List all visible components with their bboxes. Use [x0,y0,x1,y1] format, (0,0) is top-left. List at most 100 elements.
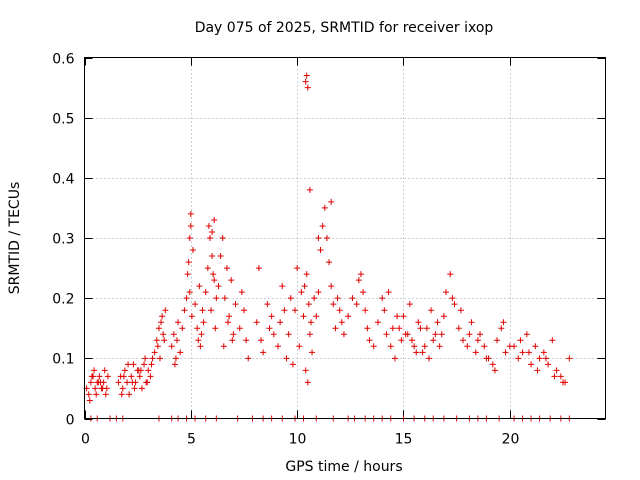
data-point [349,295,356,302]
data-point [155,325,162,332]
data-point [130,361,137,368]
data-point [283,355,290,362]
data-point [187,210,194,217]
data-point [199,307,206,314]
data-point [387,343,394,350]
plot-frame [84,57,606,419]
data-point [258,337,265,344]
data-point [172,355,179,362]
data-point [208,307,215,314]
data-point [447,271,454,278]
data-point [362,307,369,314]
data-point [194,325,201,332]
data-point [183,295,190,302]
data-point [212,325,219,332]
data-point [255,265,262,272]
data-point [394,313,401,320]
data-point [402,331,409,338]
data-point [353,301,360,308]
data-point [406,301,413,308]
data-point [277,319,284,326]
data-point [364,325,371,332]
data-point [205,222,212,229]
data-point [398,337,405,344]
y-tick-label: 0.4 [52,172,74,188]
x-tick-label: 15 [395,432,413,448]
data-point [125,361,132,368]
data-point [198,331,205,338]
data-point [147,373,154,380]
data-point [195,337,202,344]
data-point [523,331,530,338]
data-points [83,72,573,422]
y-tick-label: 0.6 [52,52,74,68]
data-point [542,355,549,362]
data-point [500,319,507,326]
data-point [289,361,296,368]
data-point [192,301,199,308]
data-point [304,84,311,91]
data-point [468,319,475,326]
data-point [374,319,381,326]
y-tick-label: 0.1 [52,352,74,368]
data-point [408,337,415,344]
data-point [519,349,526,356]
data-point [221,295,228,302]
data-point [304,379,311,386]
data-point [187,222,194,229]
data-point [188,313,195,320]
data-point [243,337,250,344]
data-point [464,343,471,350]
x-axis-label: GPS time / hours [285,459,402,475]
data-point [438,331,445,338]
data-point [436,343,443,350]
data-point [423,325,430,332]
data-point [306,331,313,338]
data-point [186,289,193,296]
data-point [185,259,192,266]
data-point [319,222,326,229]
data-point [411,343,418,350]
data-point [217,253,224,260]
data-point [536,355,543,362]
data-point [153,337,160,344]
data-point [142,355,149,362]
data-point [197,343,204,350]
chart-title: Day 075 of 2025, SRMTID for receiver ixo… [195,20,494,36]
data-point [270,331,277,338]
data-point [220,343,227,350]
data-point [97,379,104,386]
data-point [119,385,126,392]
data-point [466,331,473,338]
data-point [307,319,314,326]
data-point [87,379,94,386]
x-tick-label: 0 [81,432,90,448]
data-point [301,283,308,290]
data-point [136,373,143,380]
data-point [415,319,422,326]
data-point [502,349,509,356]
data-point [131,385,138,392]
data-point [328,198,335,205]
data-point [96,373,103,380]
data-point [102,391,109,398]
y-axis-label: SRMTID / TECUs [7,182,23,295]
data-point [517,337,524,344]
data-point [124,379,131,386]
data-point [245,355,252,362]
data-point [209,228,216,235]
data-point [315,289,322,296]
data-point [148,361,155,368]
data-point [491,367,498,374]
data-point [253,319,260,326]
data-point [460,337,467,344]
data-point [229,337,236,344]
data-point [179,325,186,332]
data-point [419,349,426,356]
data-point [236,325,243,332]
data-point [391,355,398,362]
data-point [334,295,341,302]
data-point [302,367,309,374]
data-point [440,313,447,320]
data-point [175,319,182,326]
